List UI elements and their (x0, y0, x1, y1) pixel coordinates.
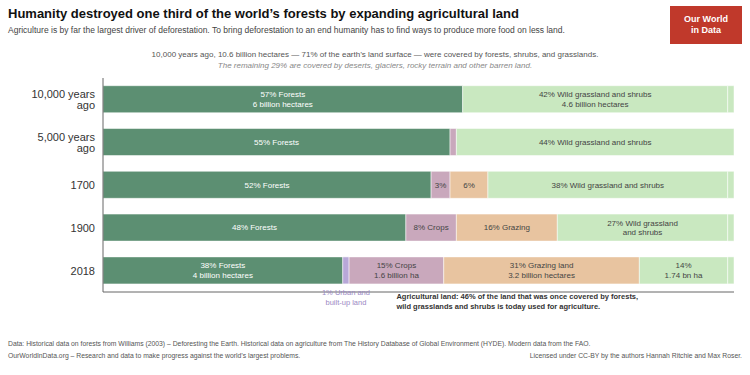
html-text:10,000 years ago, 10.6 billion: 10,000 years ago, 10.6 billion hectares … (151, 50, 599, 59)
svg-text:52% Forests: 52% Forests (245, 181, 290, 190)
html-text:Licensed under CC-BY by the au: Licensed under CC-BY by the authors Hann… (529, 352, 742, 359)
svg-text:3%: 3% (435, 181, 447, 190)
html-text:The remaining 29% are covered: The remaining 29% are covered by deserts… (217, 61, 533, 70)
svg-text:Agricultural land: 46% of the: Agricultural land: 46% of the land that … (395, 292, 638, 311)
svg-text:1700: 1700 (71, 179, 95, 191)
html-text:in Data: in Data (691, 25, 721, 35)
svg-text:2018: 2018 (71, 265, 95, 277)
svg-text:44% Wild grassland and shrubs: 44% Wild grassland and shrubs (539, 138, 652, 147)
svg-text:14%1.74 bn ha: 14%1.74 bn ha (665, 261, 703, 280)
svg-text:55% Forests: 55% Forests (254, 138, 299, 147)
svg-text:16% Grazing: 16% Grazing (484, 223, 530, 232)
svg-text:31% Grazing land3.2 billion he: 31% Grazing land3.2 billion hectares (508, 261, 575, 280)
svg-text:6%: 6% (463, 181, 475, 190)
svg-text:15% Crops1.6 billion ha: 15% Crops1.6 billion ha (374, 261, 419, 280)
html-text:OurWorldInData.org – Research: OurWorldInData.org – Research and data t… (8, 352, 301, 359)
html-text:Agriculture is by far the larg: Agriculture is by far the largest driver… (8, 25, 565, 35)
svg-text:38% Wild grassland and shrubs: 38% Wild grassland and shrubs (552, 181, 665, 190)
svg-text:38% Forests4 billion hectares: 38% Forests4 billion hectares (193, 261, 253, 280)
svg-text:1% Urban andbuilt-up land: 1% Urban andbuilt-up land (322, 288, 370, 307)
html-text:Data: Historical data on fores: Data: Historical data on forests from Wi… (8, 340, 591, 347)
svg-text:1900: 1900 (71, 222, 95, 234)
svg-text:48% Forests: 48% Forests (232, 223, 277, 232)
svg-text:42% Wild grassland and shrubs4: 42% Wild grassland and shrubs4.6 billion… (539, 90, 652, 109)
html-text:Our World: Our World (684, 14, 728, 24)
html-text:Humanity destroyed one third o: Humanity destroyed one third of the worl… (8, 6, 519, 21)
svg-text:8% Crops: 8% Crops (414, 223, 449, 232)
svg-text:57% Forests6 billion hectares: 57% Forests6 billion hectares (253, 90, 313, 109)
svg-text:10,000 yearsago: 10,000 yearsago (31, 88, 95, 111)
svg-text:5,000 yearsago: 5,000 yearsago (38, 131, 96, 154)
svg-text:27% Wild grasslandand shrubs: 27% Wild grasslandand shrubs (607, 219, 678, 238)
